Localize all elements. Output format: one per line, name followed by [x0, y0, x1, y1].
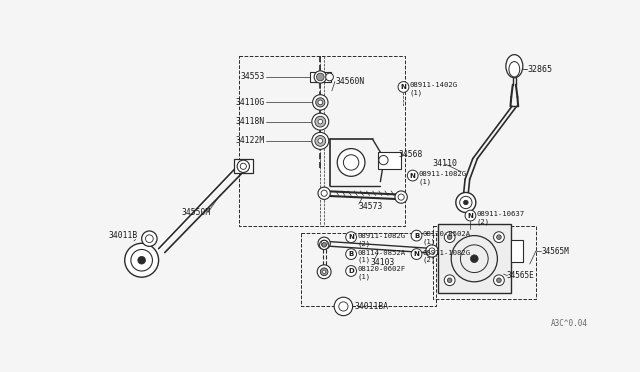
Circle shape — [470, 255, 478, 263]
Circle shape — [320, 268, 328, 276]
Circle shape — [456, 192, 476, 212]
Circle shape — [318, 139, 323, 143]
Circle shape — [316, 73, 324, 81]
Text: 08911-1082G: 08911-1082G — [419, 171, 467, 177]
Ellipse shape — [509, 62, 520, 77]
Circle shape — [407, 170, 418, 181]
Circle shape — [346, 232, 356, 243]
Circle shape — [322, 243, 326, 247]
Circle shape — [493, 232, 504, 243]
Circle shape — [398, 81, 409, 92]
Bar — [511, 240, 523, 262]
Text: D: D — [348, 268, 354, 274]
Circle shape — [318, 187, 330, 199]
Circle shape — [237, 160, 250, 173]
Text: N: N — [401, 84, 406, 90]
Text: A3C^0.04: A3C^0.04 — [551, 319, 588, 328]
Text: 34560N: 34560N — [336, 77, 365, 86]
Text: N: N — [413, 251, 419, 257]
Circle shape — [138, 256, 145, 264]
Circle shape — [493, 275, 504, 286]
Circle shape — [465, 210, 476, 221]
Text: (1): (1) — [419, 179, 432, 185]
Text: 08120-0602F: 08120-0602F — [357, 266, 405, 272]
Circle shape — [312, 95, 328, 110]
Circle shape — [312, 132, 329, 150]
Bar — [234, 159, 253, 173]
Circle shape — [315, 116, 326, 127]
Circle shape — [463, 200, 468, 205]
Circle shape — [319, 240, 329, 250]
Text: 34553: 34553 — [241, 73, 265, 81]
Circle shape — [447, 235, 452, 240]
Circle shape — [334, 297, 353, 316]
Text: 34565E: 34565E — [507, 271, 534, 280]
Circle shape — [497, 278, 501, 283]
Circle shape — [318, 237, 330, 250]
Text: (2): (2) — [422, 257, 436, 263]
Circle shape — [141, 231, 157, 246]
Text: (1): (1) — [410, 89, 423, 96]
Text: 08911-1082G: 08911-1082G — [357, 232, 405, 238]
Circle shape — [317, 265, 331, 279]
Text: (1): (1) — [357, 274, 371, 280]
Circle shape — [318, 119, 323, 124]
Text: N: N — [467, 212, 474, 219]
Circle shape — [314, 71, 326, 83]
Text: 34011BA: 34011BA — [355, 302, 389, 311]
Circle shape — [125, 243, 159, 277]
Text: 08911-1402G: 08911-1402G — [410, 82, 458, 88]
Circle shape — [426, 245, 438, 257]
Text: B: B — [348, 251, 354, 257]
Text: 34103: 34103 — [371, 258, 395, 267]
Circle shape — [316, 98, 325, 107]
Text: 34118N: 34118N — [236, 117, 265, 126]
Ellipse shape — [506, 55, 523, 78]
Text: (2): (2) — [477, 218, 490, 225]
Bar — [438, 224, 511, 294]
Text: 34011B: 34011B — [109, 231, 138, 240]
Bar — [378, 152, 401, 169]
Circle shape — [312, 113, 329, 130]
Text: 08114-0852A: 08114-0852A — [357, 250, 405, 256]
Bar — [310, 73, 331, 81]
Text: 34110G: 34110G — [236, 98, 265, 107]
Text: 08911-10637: 08911-10637 — [477, 211, 525, 217]
Text: (2): (2) — [357, 240, 371, 247]
Circle shape — [444, 232, 455, 243]
Circle shape — [315, 135, 326, 146]
Text: N: N — [410, 173, 415, 179]
Text: 34110: 34110 — [432, 160, 457, 169]
Circle shape — [447, 278, 452, 283]
Circle shape — [323, 270, 326, 273]
Circle shape — [411, 230, 422, 241]
Circle shape — [318, 100, 323, 105]
Circle shape — [411, 249, 422, 260]
Text: 34122M: 34122M — [236, 137, 265, 145]
Text: 08120-8502A: 08120-8502A — [422, 231, 471, 237]
Circle shape — [337, 148, 365, 176]
Circle shape — [444, 275, 455, 286]
Text: 08911-1082G: 08911-1082G — [422, 250, 471, 256]
Text: 34568: 34568 — [399, 150, 423, 159]
Circle shape — [395, 191, 407, 203]
Text: (1): (1) — [422, 238, 436, 245]
Circle shape — [497, 235, 501, 240]
Text: B: B — [414, 232, 419, 238]
Text: N: N — [348, 234, 354, 240]
Circle shape — [346, 266, 356, 276]
Circle shape — [346, 249, 356, 260]
Circle shape — [379, 155, 388, 165]
Text: 34573: 34573 — [359, 202, 383, 211]
Text: (1): (1) — [357, 257, 371, 263]
Text: 34565M: 34565M — [541, 247, 569, 256]
Text: 34550M: 34550M — [182, 208, 211, 217]
Text: 32865: 32865 — [527, 65, 552, 74]
Circle shape — [326, 73, 333, 81]
